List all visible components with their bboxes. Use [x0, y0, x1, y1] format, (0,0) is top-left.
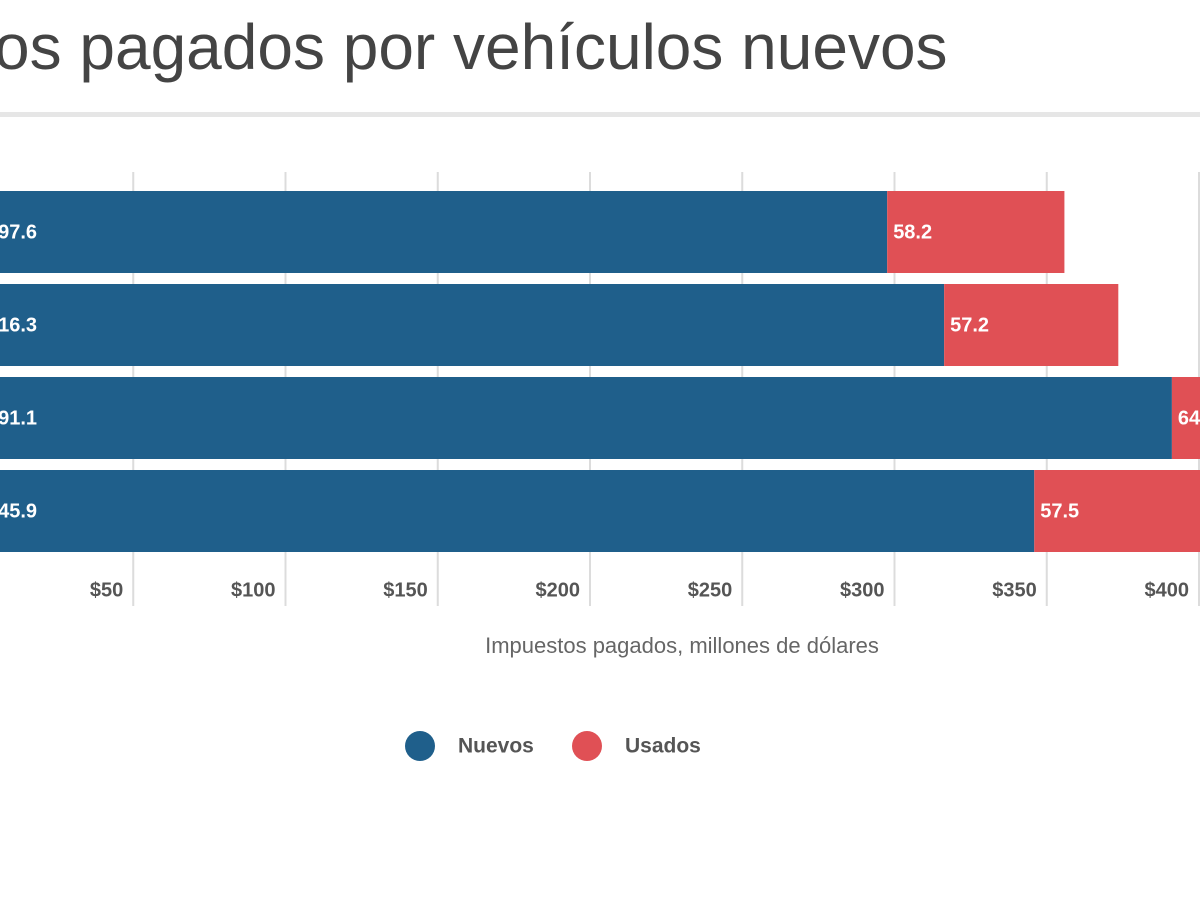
- x-tick-label: $100: [231, 579, 276, 601]
- value-label: 57.5: [1040, 500, 1079, 522]
- legend-label: Nuevos: [458, 735, 534, 758]
- value-label: 316.3: [0, 314, 37, 336]
- chart-title: os pagados por vehículos nuevos: [0, 11, 948, 83]
- x-tick-label: $50: [90, 579, 123, 601]
- legend-label: Usados: [625, 735, 701, 758]
- value-label: 58.2: [893, 221, 932, 243]
- bar: [1171, 377, 1200, 459]
- x-tick-label: $150: [383, 579, 428, 601]
- legend-swatch: [572, 731, 602, 761]
- x-axis-label: Impuestos pagados, millones de dólares: [485, 633, 879, 658]
- bar: [887, 191, 1065, 273]
- title-rule: [0, 112, 1200, 117]
- bar: [944, 284, 1119, 366]
- value-label: 64: [1178, 407, 1200, 429]
- value-label: 391.1: [0, 407, 37, 429]
- x-tick-label: $250: [688, 579, 733, 601]
- bar: [0, 470, 1035, 552]
- x-tick-label: $200: [536, 579, 581, 601]
- x-tick-label: $300: [840, 579, 885, 601]
- bar: [1034, 470, 1200, 552]
- bar: [0, 191, 888, 273]
- legend-swatch: [405, 731, 435, 761]
- value-label: 57.2: [950, 314, 989, 336]
- bar: [0, 377, 1172, 459]
- x-tick-label: $350: [992, 579, 1037, 601]
- value-label: 345.9: [0, 500, 37, 522]
- bar: [0, 284, 945, 366]
- value-label: 297.6: [0, 221, 37, 243]
- x-tick-label: $400: [1145, 579, 1190, 601]
